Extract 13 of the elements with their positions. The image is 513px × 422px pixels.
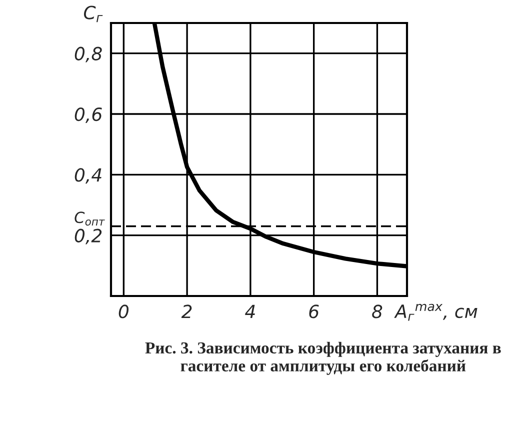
y-axis-title: C$_{г}$ — [84, 6, 103, 22]
ref-line-label: C$_{опт}$ — [74, 212, 105, 226]
x-tick-label: 6 — [309, 304, 319, 318]
x-tick-label: 0 — [118, 304, 129, 318]
x-tick-label: 2 — [181, 304, 192, 318]
y-tick-label: 0,8 — [74, 46, 102, 62]
text: Рис. 3. Зависимость коэффициента затухания в гасителе от амплитуды его колебаний — [145, 342, 501, 375]
y-tick-label: 0,6 — [74, 107, 102, 123]
y-tick-label: 0,4 — [74, 168, 102, 184]
x-tick-label: 8 — [372, 304, 382, 318]
y-tick-label: 0,2 — [74, 228, 102, 244]
x-axis-title: A$_{г}$$^{max}$, см — [394, 304, 478, 321]
x-tick-label: 4 — [245, 304, 255, 318]
